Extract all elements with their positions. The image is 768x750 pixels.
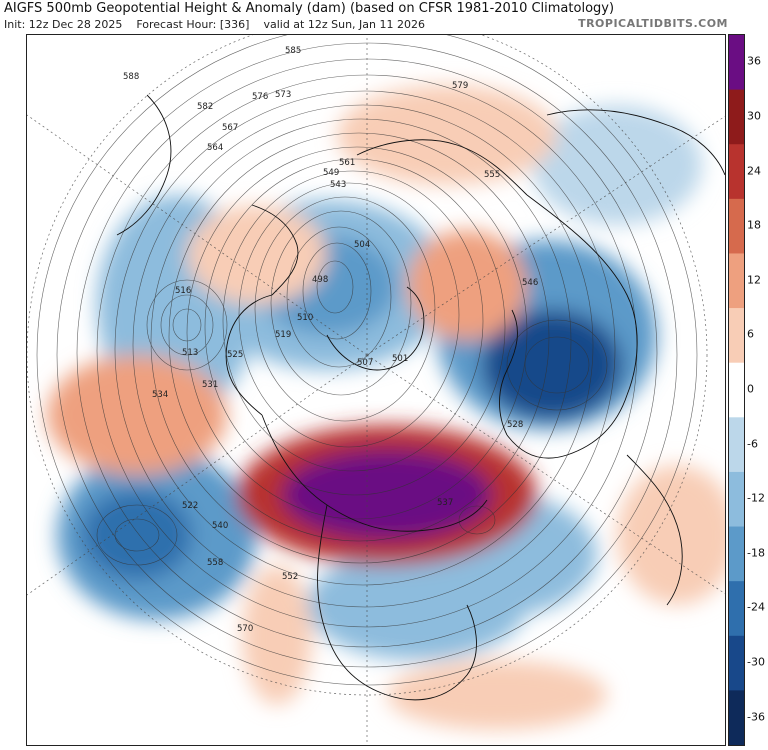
colorbar-tick-label: 6 xyxy=(747,327,754,341)
colorbar-swatch xyxy=(729,144,744,200)
colorbar-swatch xyxy=(729,35,744,91)
pos-anomaly-east xyxy=(617,465,725,605)
contour-label: 525 xyxy=(227,350,243,360)
contour-label: 576 xyxy=(252,92,268,102)
colorbar-swatches xyxy=(729,35,744,745)
colorbar-swatch xyxy=(729,635,744,691)
contour-label: 507 xyxy=(357,358,373,368)
contour-label: 537 xyxy=(437,498,453,508)
contour-label: 555 xyxy=(484,170,500,180)
contour-label: 561 xyxy=(339,158,355,168)
colorbar-swatch xyxy=(729,89,744,145)
pos-anomaly-west-coast xyxy=(242,565,312,705)
colorbar xyxy=(728,34,745,746)
chart-subtitle: Init: 12z Dec 28 2025 Forecast Hour: [33… xyxy=(4,18,425,31)
pos-anomaly-arctic xyxy=(187,205,327,305)
anomaly-map: 585 582 579 576 573 570 567 564 561 558 … xyxy=(26,34,726,746)
colorbar-swatch xyxy=(729,253,744,309)
contour-label: 531 xyxy=(202,380,218,390)
contour-label: 582 xyxy=(197,102,213,112)
contour-label: 498 xyxy=(312,275,328,285)
chart-title: AIGFS 500mb Geopotential Height & Anomal… xyxy=(4,1,615,16)
colorbar-swatch xyxy=(729,581,744,637)
colorbar-tick-label: 30 xyxy=(747,109,761,123)
contour-label: 540 xyxy=(212,521,228,531)
colorbar-tick-label: 18 xyxy=(747,218,761,232)
colorbar-swatch xyxy=(729,362,744,418)
colorbar-swatch xyxy=(729,417,744,473)
contour-label: 573 xyxy=(275,90,291,100)
contour-label: 528 xyxy=(507,420,523,430)
contour-label: 534 xyxy=(152,390,168,400)
colorbar-swatch xyxy=(729,690,744,745)
colorbar-tick-label: 24 xyxy=(747,164,761,178)
contour-label: 579 xyxy=(452,81,468,91)
pos-anomaly-south xyxy=(387,660,607,730)
neg-anomaly-siberia xyxy=(532,105,702,225)
graticule xyxy=(27,35,725,745)
map-canvas: 585 582 579 576 573 570 567 564 561 558 … xyxy=(27,35,725,745)
contour-label: 552 xyxy=(282,572,298,582)
colorbar-swatch xyxy=(729,198,744,254)
colorbar-swatch xyxy=(729,471,744,528)
valid-time: valid at 12z Sun, Jan 11 2026 xyxy=(263,18,425,31)
neg-anomaly-pacific-core xyxy=(82,490,192,580)
contour-label: 501 xyxy=(392,354,408,364)
colorbar-tick-label: 36 xyxy=(747,54,761,68)
colorbar-tick-label: -12 xyxy=(747,491,765,505)
contour-label: 570 xyxy=(237,624,253,634)
coastlines-outline xyxy=(116,94,725,701)
pos-anomaly-scand xyxy=(407,230,527,340)
pos-anomaly-asia xyxy=(337,85,557,185)
contour-label: 510 xyxy=(297,313,313,323)
forecast-hour: Forecast Hour: [336] xyxy=(136,18,250,31)
colorbar-tick-label: -36 xyxy=(747,710,765,724)
contour-label: 549 xyxy=(323,168,339,178)
colorbar-swatch xyxy=(729,526,744,582)
contour-label: 519 xyxy=(275,330,291,340)
colorbar-tick-label: 12 xyxy=(747,273,761,287)
contour-label: 543 xyxy=(330,180,346,190)
contour-label: 564 xyxy=(207,143,223,153)
pos-anomaly-aleutian xyxy=(47,355,227,475)
site-brand: TROPICALTIDBITS.COM xyxy=(578,17,728,30)
contour-label: 504 xyxy=(354,240,370,250)
anomaly-fields xyxy=(47,85,725,730)
contour-label: 522 xyxy=(182,501,198,511)
contour-label: 567 xyxy=(222,123,238,133)
contour-labels: 585 582 579 576 573 570 567 564 561 558 … xyxy=(123,46,538,634)
colorbar-tick-label: -30 xyxy=(747,655,765,669)
init-time: Init: 12z Dec 28 2025 xyxy=(4,18,123,31)
colorbar-tick-label: -24 xyxy=(747,600,765,614)
contour-label: 558 xyxy=(207,558,223,568)
contour-label: 516 xyxy=(175,286,191,296)
colorbar-swatch xyxy=(729,308,744,364)
contour-label: 513 xyxy=(182,348,198,358)
contour-label: 585 xyxy=(285,46,301,56)
colorbar-tick-label: -18 xyxy=(747,546,765,560)
contour-label: 588 xyxy=(123,72,139,82)
colorbar-tick-label: 0 xyxy=(747,382,754,396)
colorbar-tick-label: -6 xyxy=(747,437,758,451)
contour-label: 546 xyxy=(522,278,538,288)
